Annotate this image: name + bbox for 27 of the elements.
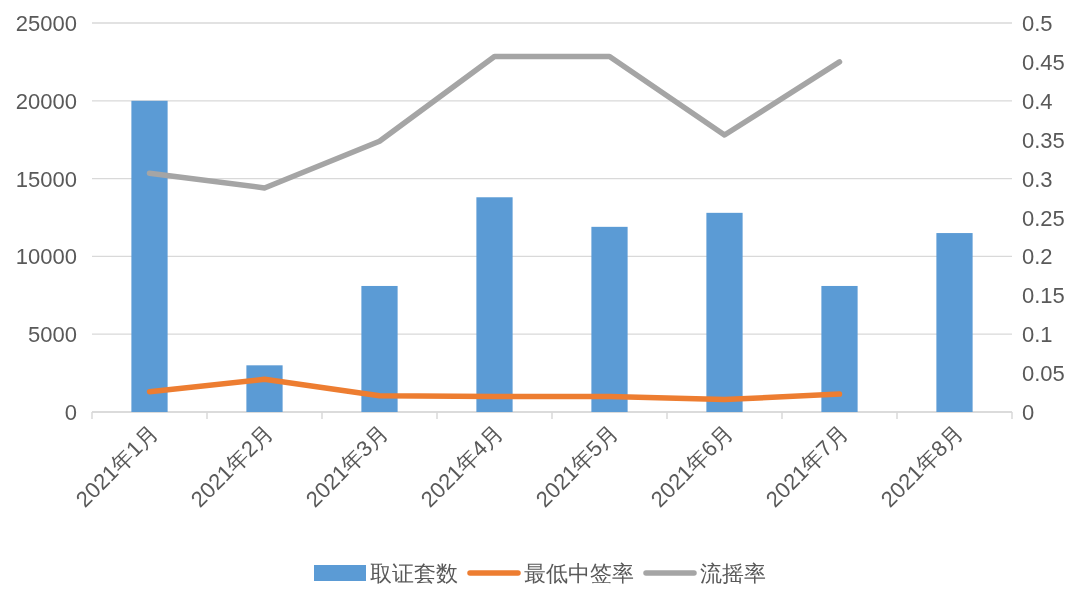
y2-tick-label: 0.1: [1022, 322, 1053, 348]
y2-tick-label: 0.05: [1022, 361, 1065, 387]
bar: [821, 285, 858, 412]
y2-tick-label: 0.45: [1022, 49, 1065, 75]
y2-tick-label: 0.2: [1022, 244, 1053, 270]
y-tick-label: 10000: [15, 244, 77, 270]
bar: [591, 226, 628, 412]
y-tick-label: 20000: [15, 88, 77, 114]
y2-tick-label: 0.5: [1022, 11, 1053, 36]
legend-label: 流摇率: [700, 561, 766, 586]
legend-label: 最低中签率: [524, 561, 634, 586]
y-tick-label: 25000: [15, 11, 77, 36]
y2-tick-label: 0.25: [1022, 205, 1065, 231]
bar: [936, 233, 973, 412]
bar: [706, 212, 743, 412]
y-tick-label: 5000: [28, 322, 77, 348]
y-tick-label: 15000: [15, 166, 77, 192]
bar: [361, 285, 398, 412]
y-tick-label: 0: [64, 400, 77, 425]
bar: [131, 100, 168, 412]
bar: [476, 197, 513, 412]
y2-tick-label: 0.4: [1022, 88, 1053, 114]
y2-tick-label: 0.3: [1022, 166, 1053, 192]
y2-tick-label: 0.35: [1022, 127, 1065, 153]
y2-tick-label: 0: [1022, 400, 1035, 425]
y2-tick-label: 0.15: [1022, 283, 1065, 309]
legend-label: 取证套数: [370, 561, 458, 586]
